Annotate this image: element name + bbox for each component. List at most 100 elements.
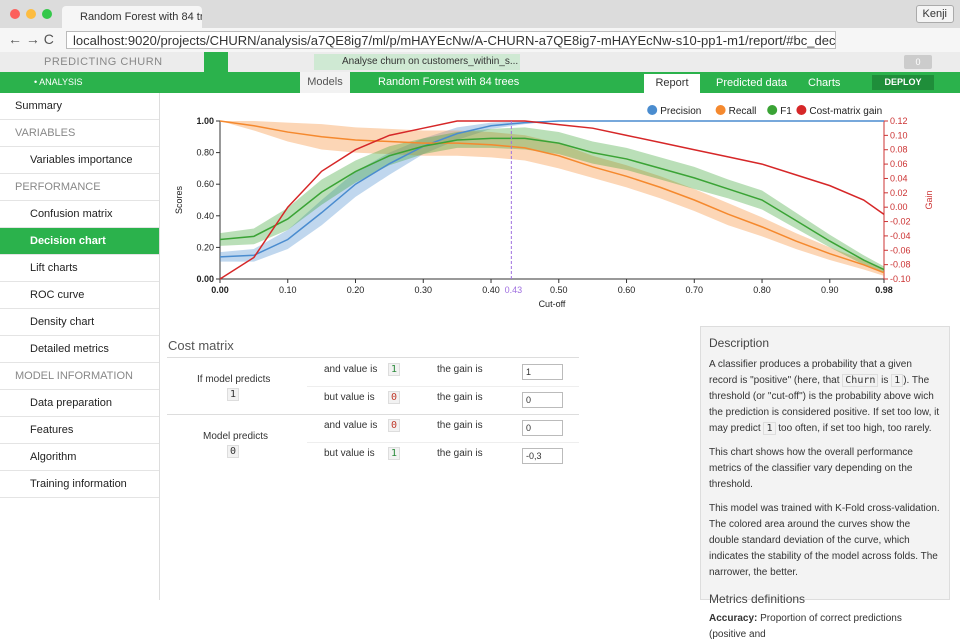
- gain-input[interactable]: -0,3: [522, 448, 563, 464]
- sidebar-item[interactable]: Data preparation: [0, 390, 159, 417]
- sidebar-item[interactable]: Variables importance: [0, 147, 159, 174]
- inline-code: 1: [891, 374, 904, 387]
- description-paragraph: This chart shows how the overall perform…: [709, 447, 913, 490]
- x-tick-label: 0.00: [211, 285, 229, 295]
- project-name[interactable]: PREDICTING CHURN: [44, 56, 163, 68]
- predicts-label: Model predicts: [203, 431, 269, 442]
- cost-row-group: [167, 358, 579, 415]
- legend-marker: [796, 105, 807, 115]
- y2-tick-label: 0.12: [890, 116, 908, 126]
- legend-marker: [647, 105, 658, 115]
- actual-value: 0: [388, 419, 401, 432]
- zoom-button[interactable]: [42, 9, 52, 19]
- gain-label: the gain is: [437, 420, 483, 431]
- url-field[interactable]: localhost:9020/projects/CHURN/analysis/a…: [66, 31, 836, 49]
- gain-label: the gain is: [437, 448, 483, 459]
- sidebar-item[interactable]: ROC curve: [0, 282, 159, 309]
- sidebar: Summary VARIABLES Variables importance P…: [0, 93, 160, 600]
- x-tick-label: 0.10: [279, 285, 297, 295]
- legend-label: Cost-matrix gain: [809, 106, 882, 117]
- x-tick-label: 0.90: [821, 285, 839, 295]
- y-tick-label: 0.60: [196, 179, 214, 189]
- text: is: [878, 375, 892, 386]
- sidebar-item[interactable]: Algorithm: [0, 444, 159, 471]
- deploy-button[interactable]: DEPLOY: [872, 75, 934, 90]
- y2-tick-label: -0.08: [890, 260, 911, 270]
- x-axis-label: Cut-off: [539, 299, 566, 309]
- sidebar-item[interactable]: Density chart: [0, 309, 159, 336]
- legend-label: Precision: [660, 106, 701, 117]
- minimize-button[interactable]: [26, 9, 36, 19]
- sidebar-item-active[interactable]: Decision chart: [0, 228, 159, 255]
- actual-value: 1: [388, 363, 401, 376]
- y-tick-label: 0.20: [196, 242, 214, 252]
- description-paragraph: This model was trained with K-Fold cross…: [709, 503, 940, 578]
- decision-chart: 0.00 0.10 0.20 0.30 0.40 0.50 0.60 0.70 0.80 0.90…: [174, 105, 934, 309]
- x-tick-label: 0.20: [347, 285, 365, 295]
- inline-code: 1: [763, 422, 776, 435]
- model-bar: • ANALYSIS Models Random Forest with 84 …: [0, 72, 960, 93]
- text: ). The threshold (or "cut-off") is the p…: [709, 375, 940, 434]
- sidebar-section: MODEL INFORMATION: [0, 363, 159, 390]
- legend-marker: [715, 105, 726, 115]
- sidebar-section: VARIABLES: [0, 120, 159, 147]
- y2-tick-label: -0.10: [890, 274, 911, 284]
- sidebar-item[interactable]: Detailed metrics: [0, 336, 159, 363]
- row-divider: [307, 386, 579, 387]
- description-paragraph: A classifier produces a probability that…: [709, 357, 941, 437]
- gain-input[interactable]: 0: [522, 420, 563, 436]
- y2-tick-label: 0.02: [890, 188, 908, 198]
- gain-input[interactable]: 0: [522, 392, 563, 408]
- tab-predicted-data[interactable]: Predicted data: [716, 77, 787, 89]
- y-axis-label: Scores: [174, 185, 184, 214]
- inline-code: Churn: [842, 374, 879, 387]
- metric-definition: Accuracy: Proportion of correct predicti…: [709, 611, 941, 643]
- x-tick-label: 0.98: [875, 285, 893, 295]
- sidebar-item[interactable]: Summary: [0, 93, 159, 120]
- predicted-value: 0: [227, 445, 240, 458]
- gain-label: the gain is: [437, 392, 483, 403]
- y2-axis-label: Gain: [924, 190, 934, 209]
- job-status[interactable]: Analyse churn on customers_within_s...: [314, 54, 520, 70]
- y2-tick-label: -0.06: [890, 245, 911, 255]
- models-link[interactable]: Models: [300, 72, 350, 93]
- condition-label: and value is: [324, 364, 378, 375]
- y-tick-label: 0.80: [196, 148, 214, 158]
- sidebar-item[interactable]: Confusion matrix: [0, 201, 159, 228]
- y-tick-label: 0.40: [196, 211, 214, 221]
- series-line: [219, 120, 885, 280]
- sidebar-item[interactable]: Features: [0, 417, 159, 444]
- y2-tick-label: -0.04: [890, 231, 911, 241]
- browser-tab[interactable]: Random Forest with 84 tre: [62, 6, 202, 28]
- model-name[interactable]: Random Forest with 84 trees: [378, 76, 520, 88]
- metric-term: Accuracy:: [709, 613, 758, 624]
- sidebar-item[interactable]: Lift charts: [0, 255, 159, 282]
- sidebar-section: PERFORMANCE: [0, 174, 159, 201]
- error-band: [220, 121, 884, 262]
- tab-charts[interactable]: Charts: [808, 77, 841, 89]
- close-button[interactable]: [10, 9, 20, 19]
- threshold-label: 0.43: [505, 285, 523, 295]
- user-button[interactable]: Kenji: [915, 5, 954, 23]
- analysis-icon[interactable]: [204, 52, 228, 72]
- breadcrumb[interactable]: • ANALYSIS: [34, 77, 83, 87]
- cost-matrix: If model predicts 1 Model predicts 0 and…: [167, 357, 579, 472]
- tab-report[interactable]: Report: [644, 74, 700, 93]
- y-tick-label: 0.00: [196, 274, 214, 284]
- sidebar-item[interactable]: Training information: [0, 471, 159, 498]
- x-tick-label: 0.50: [550, 285, 568, 295]
- y-tick-label: 1.00: [196, 116, 214, 126]
- error-band: [220, 121, 884, 276]
- x-tick-label: 0.40: [482, 285, 500, 295]
- series-line: [219, 120, 885, 274]
- y2-tick-label: 0.00: [890, 202, 908, 212]
- y2-tick-label: 0.08: [890, 145, 908, 155]
- cost-matrix-title: Cost matrix: [168, 338, 234, 353]
- gain-input[interactable]: 1: [522, 364, 563, 380]
- legend-marker: [767, 105, 778, 115]
- y2-tick-label: 0.10: [890, 130, 908, 140]
- notification-count[interactable]: 0: [904, 55, 932, 69]
- nav-icons[interactable]: ← → C: [8, 31, 54, 47]
- text: A classifier produces a probability that…: [709, 359, 912, 386]
